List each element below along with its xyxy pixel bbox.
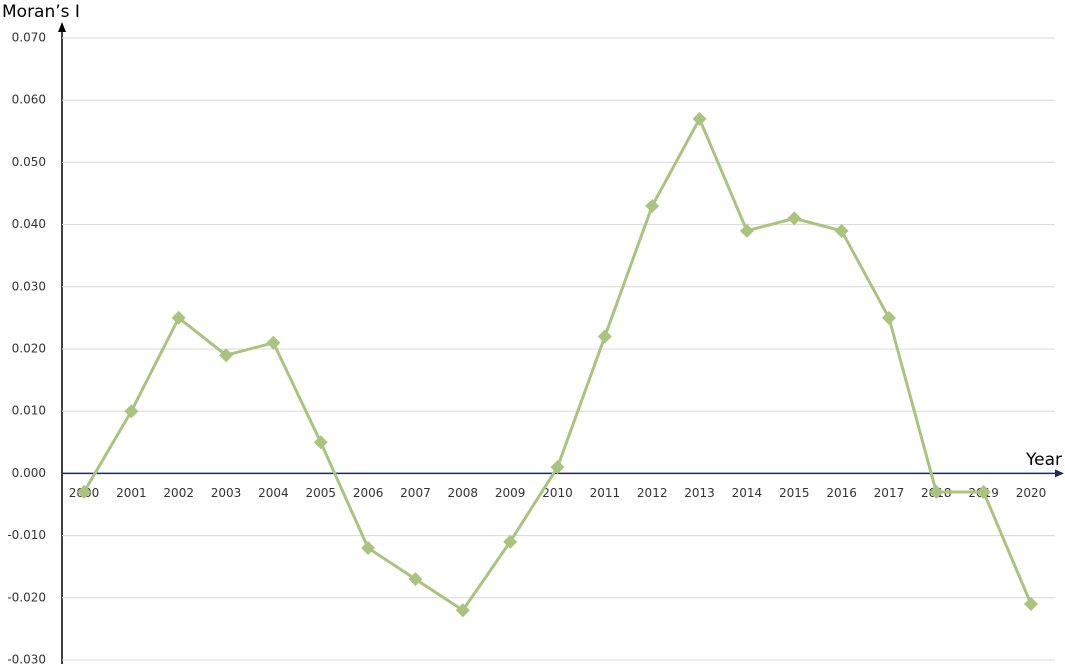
series-line (82, 117, 1033, 612)
y-tick-label: 0.030 (12, 279, 46, 293)
x-tick-label: 2020 (1016, 486, 1047, 500)
x-axis-arrow (1055, 469, 1064, 478)
data-point (597, 329, 612, 344)
y-tick-label: 0.040 (12, 217, 46, 231)
data-point (171, 310, 186, 325)
data-point (503, 534, 518, 549)
y-tick-label: 0.000 (12, 466, 46, 480)
y-axis-title: Moran’s I (2, 2, 80, 22)
data-point (313, 435, 328, 450)
data-point (550, 460, 565, 475)
y-tick-label: -0.020 (7, 590, 46, 604)
data-point (976, 485, 991, 500)
x-tick-label: 2013 (684, 486, 715, 500)
data-point (645, 198, 660, 213)
x-tick-label: 2011 (590, 486, 621, 500)
data-point (408, 572, 423, 587)
data-point (834, 223, 849, 238)
data-point (881, 310, 896, 325)
x-tick-label: 2001 (116, 486, 147, 500)
y-tick-label: 0.010 (12, 404, 46, 418)
data-point (1024, 597, 1038, 612)
x-tick-label: 2006 (353, 486, 384, 500)
y-tick-label: 0.050 (12, 155, 46, 169)
data-point (692, 111, 707, 126)
y-tick-label: 0.020 (12, 342, 46, 356)
x-tick-label: 2009 (495, 486, 526, 500)
x-tick-label: 2015 (779, 486, 810, 500)
y-tick-label: 0.070 (12, 31, 46, 45)
y-axis-arrow (58, 22, 66, 32)
data-point (787, 211, 802, 226)
data-point (739, 223, 754, 238)
y-tick-label: 0.060 (12, 93, 46, 107)
x-tick-label: 2014 (732, 486, 763, 500)
y-tick-label: -0.010 (7, 528, 46, 542)
x-tick-label: 2016 (826, 486, 857, 500)
x-tick-label: 2005 (305, 486, 336, 500)
x-tick-label: 2017 (874, 486, 905, 500)
y-tick-label: -0.030 (7, 653, 46, 667)
data-point (929, 485, 944, 500)
x-tick-label: 2010 (542, 486, 573, 500)
x-tick-label: 2003 (211, 486, 242, 500)
x-tick-label: 2012 (637, 486, 668, 500)
data-point (124, 404, 139, 419)
x-tick-label: 2002 (163, 486, 194, 500)
data-point (361, 541, 376, 556)
x-axis-title: Year (1025, 450, 1062, 470)
data-point (455, 603, 470, 618)
data-point (219, 348, 234, 363)
x-tick-label: 2004 (258, 486, 289, 500)
x-tick-label: 2008 (448, 486, 479, 500)
x-tick-label: 2007 (400, 486, 431, 500)
data-point (77, 485, 91, 500)
data-point (266, 335, 281, 350)
